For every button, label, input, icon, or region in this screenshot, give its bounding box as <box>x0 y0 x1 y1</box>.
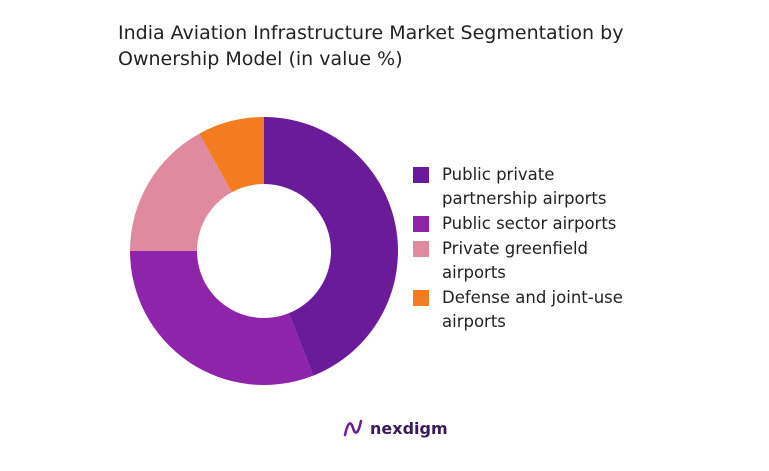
slice <box>130 133 232 251</box>
legend-label: Private greenfield airports <box>442 239 589 282</box>
legend-item: Public private partnership airports <box>413 163 653 211</box>
slice <box>199 117 264 193</box>
legend-item: Public sector airports <box>413 212 653 236</box>
logo-icon <box>343 419 363 437</box>
legend-label: Defense and joint-use airports <box>442 288 623 331</box>
legend-item: Private greenfield airports <box>413 237 653 285</box>
brand-name: nexdigm <box>370 418 448 438</box>
legend-swatch <box>413 167 429 183</box>
legend: Public private partnership airports Publi… <box>413 163 653 335</box>
chart-title: India Aviation Infrastructure Market Seg… <box>118 22 624 70</box>
legend-label: Public sector airports <box>442 214 617 233</box>
slice <box>130 251 314 385</box>
legend-swatch <box>413 290 429 306</box>
legend-swatch <box>413 241 429 257</box>
legend-swatch <box>413 216 429 232</box>
legend-item: Defense and joint-use airports <box>413 286 653 334</box>
legend-label: Public private partnership airports <box>442 165 607 208</box>
logo: nexdigm <box>342 417 448 439</box>
slice <box>264 117 398 376</box>
